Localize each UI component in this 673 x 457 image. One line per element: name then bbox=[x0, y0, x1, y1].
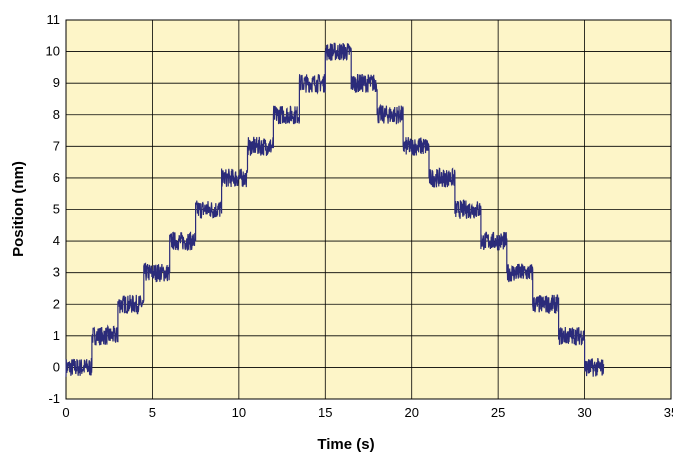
y-tick-label: 2 bbox=[53, 296, 60, 311]
series-line-position bbox=[65, 42, 605, 377]
y-tick-labels: -1 0 1 2 3 4 5 6 7 8 9 10 11 bbox=[46, 12, 60, 406]
x-tick-label: 20 bbox=[404, 405, 418, 420]
x-axis-title: Time (s) bbox=[317, 436, 374, 453]
y-tick-label: 6 bbox=[53, 170, 60, 185]
y-tick-label: 3 bbox=[53, 265, 60, 280]
y-tick-label: 0 bbox=[53, 359, 60, 374]
y-tick-label: 1 bbox=[53, 328, 60, 343]
y-tick-label: 10 bbox=[46, 44, 60, 59]
y-axis-title: Position (nm) bbox=[10, 161, 27, 257]
plot-border bbox=[65, 19, 672, 400]
y-tick-label: 4 bbox=[53, 233, 60, 248]
x-tick-label: 35 bbox=[664, 405, 673, 420]
x-tick-label: 5 bbox=[149, 405, 156, 420]
x-tick-labels: 0 5 10 15 20 25 30 35 bbox=[62, 405, 673, 420]
x-tick-label: 15 bbox=[318, 405, 332, 420]
y-tick-label: 9 bbox=[53, 75, 60, 90]
x-tick-label: 10 bbox=[232, 405, 246, 420]
x-tick-label: 30 bbox=[577, 405, 591, 420]
y-tick-label: 5 bbox=[53, 202, 60, 217]
y-tick-label: 7 bbox=[53, 138, 60, 153]
x-tick-label: 0 bbox=[62, 405, 69, 420]
x-tick-label: 25 bbox=[491, 405, 505, 420]
y-tick-label: 11 bbox=[47, 12, 61, 27]
y-tick-label: -1 bbox=[48, 391, 60, 406]
y-tick-label: 8 bbox=[53, 107, 60, 122]
